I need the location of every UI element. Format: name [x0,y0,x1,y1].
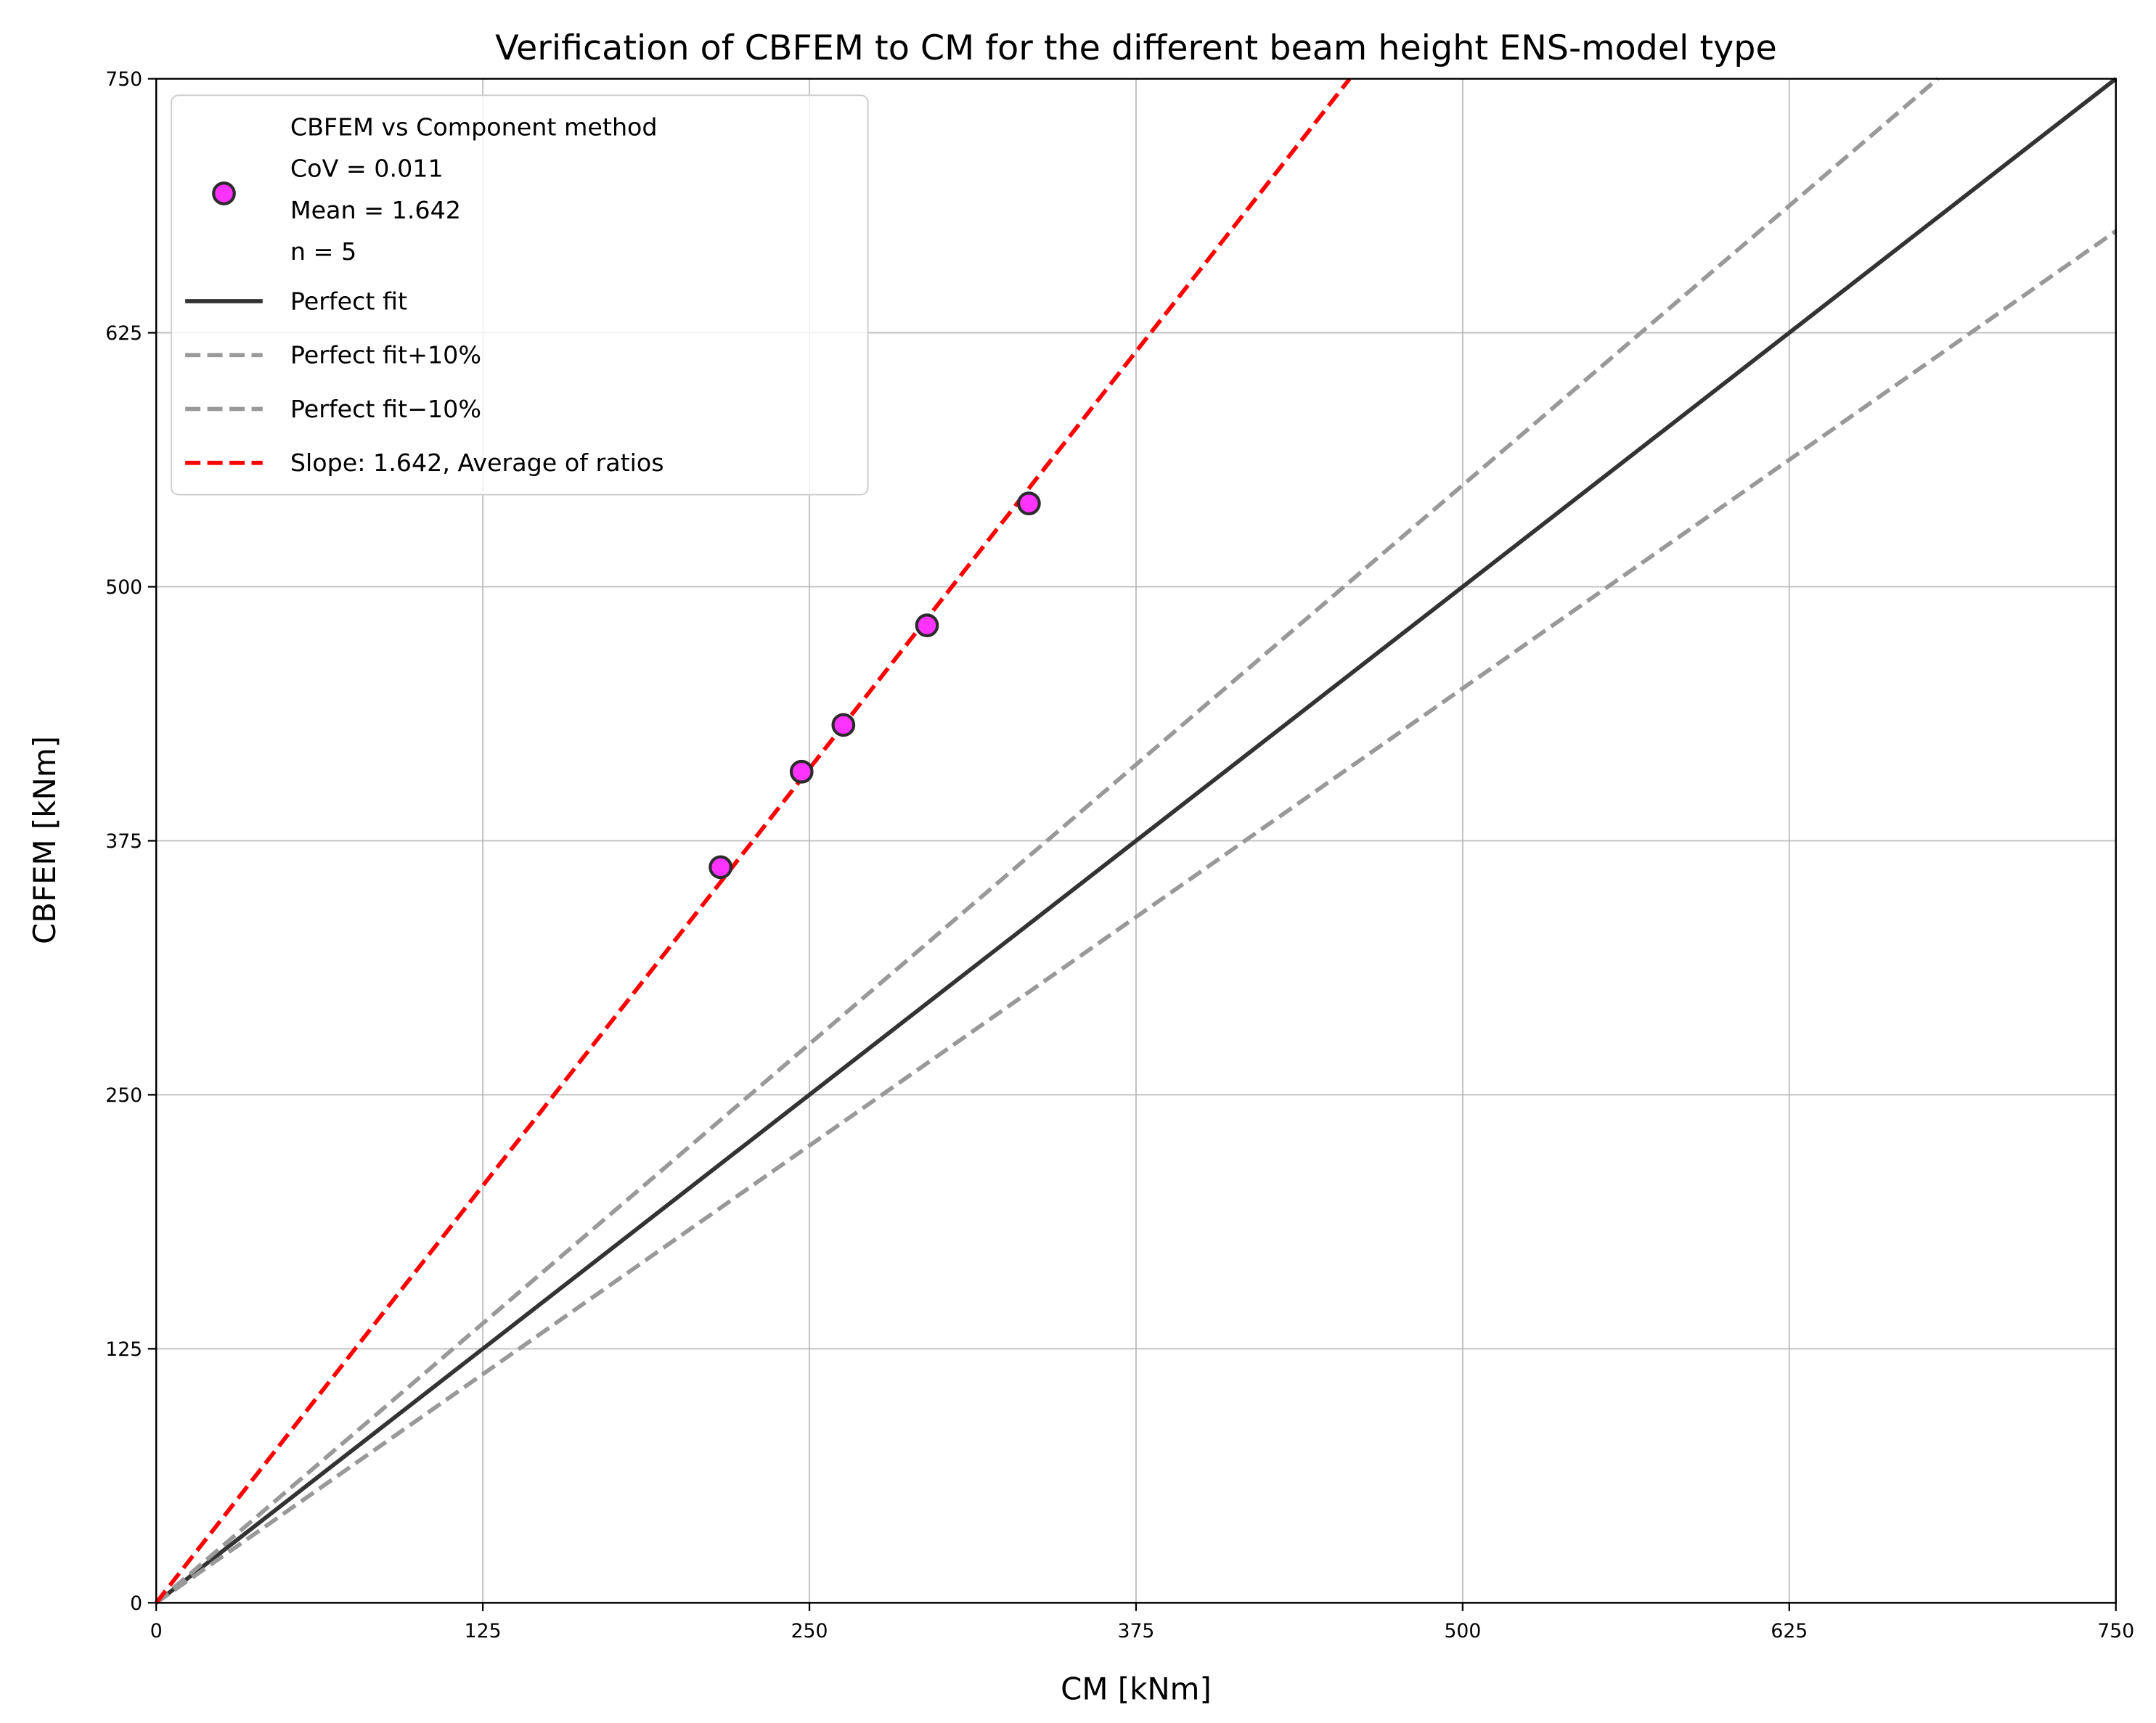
legend-label-scatter: CBFEM vs Component method [290,113,658,142]
minus-10-line [155,229,2118,1605]
plus-10-line [155,77,1940,1605]
chart-title: Verification of CBFEM to CM for the diff… [495,28,1777,68]
legend-mean: Mean = 1.642 [290,196,461,224]
legend-label-perfect-fit: Perfect fit [290,287,407,315]
slope-line [154,77,1352,1605]
data-point [831,713,856,737]
legend-label-plus10: Perfect fit+10% [290,341,481,369]
legend-label-slope: Slope: 1.642, Average of ratios [290,449,664,477]
x-tick-label: 500 [1444,1620,1481,1642]
legend-cov: CoV = 0.011 [290,155,444,183]
y-tick-label: 625 [105,322,142,345]
data-point [789,759,814,784]
x-axis-label: CM [kNm] [1061,1671,1212,1707]
x-tick-label: 250 [791,1620,828,1642]
data-point [915,613,939,638]
x-tick-label: 750 [2097,1620,2134,1642]
legend-label-minus10: Perfect fit−10% [290,395,481,423]
legend: CBFEM vs Component method CoV = 0.011 Me… [171,94,869,496]
data-point [709,855,733,880]
x-tick-label: 0 [150,1620,163,1642]
legend-n: n = 5 [290,237,356,266]
y-tick-label: 750 [105,68,142,91]
y-tick-label: 500 [105,576,142,599]
legend-marker-scatter [212,181,236,205]
x-tick-label: 625 [1771,1620,1808,1642]
y-tick-label: 125 [105,1338,142,1361]
y-tick-label: 375 [105,830,142,853]
y-tick-label: 0 [130,1592,142,1615]
data-point [1017,491,1041,516]
legend-box [171,94,869,496]
y-axis-label: CBFEM [kNm] [27,736,62,944]
perfect-fit-line [155,77,2118,1605]
y-tick-label: 250 [105,1084,142,1107]
x-tick-label: 375 [1118,1620,1155,1642]
x-tick-label: 125 [465,1620,502,1642]
